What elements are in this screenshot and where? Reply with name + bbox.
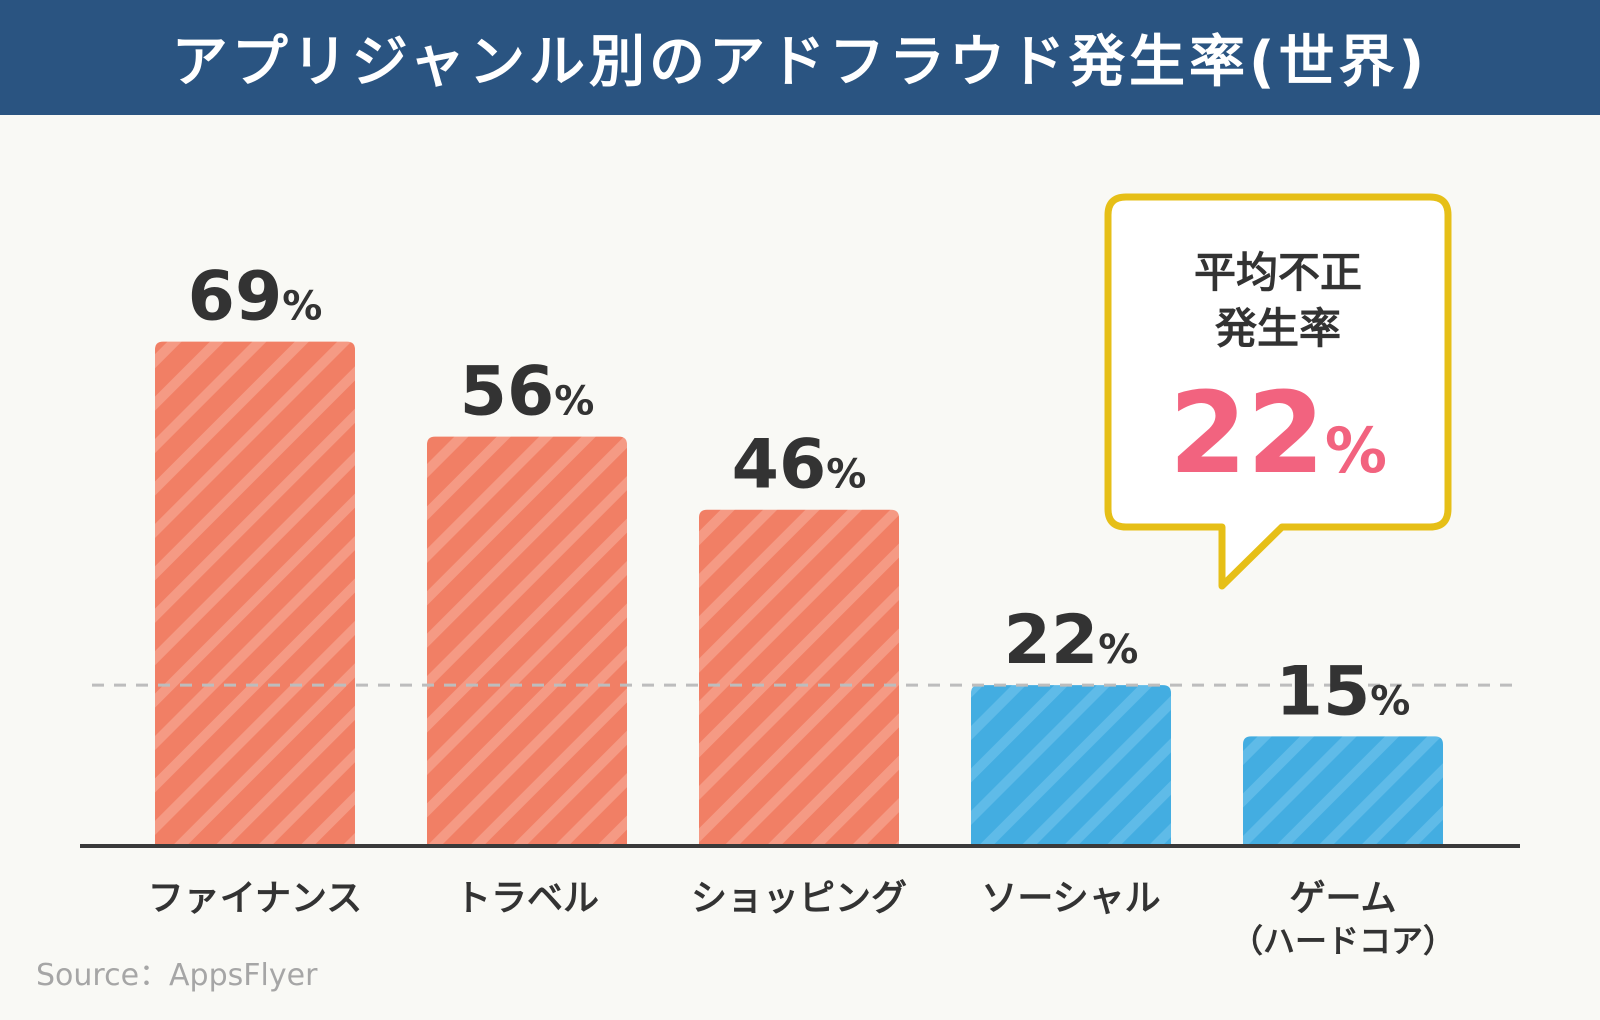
bar-3	[971, 685, 1171, 846]
category-label-4: ゲーム	[1290, 878, 1397, 919]
callout-value: 22%	[1169, 369, 1387, 499]
source-note: Source：AppsFlyer	[36, 958, 318, 993]
category-label-1: トラベル	[455, 878, 599, 919]
callout-bubble	[1104, 193, 1452, 590]
bar-1	[427, 436, 627, 846]
value-label-0: 69%	[188, 258, 323, 337]
chart-title: アプリジャンル別のアドフラウド発生率(世界)	[171, 30, 1429, 95]
value-label-3: 22%	[1004, 601, 1139, 680]
bar-2	[699, 509, 899, 846]
value-label-4: 15%	[1276, 652, 1411, 731]
category-sublabel-4: （ハードコア）	[1231, 922, 1455, 960]
category-label-2: ショッピング	[691, 878, 907, 919]
bar-0	[155, 341, 355, 846]
category-label-3: ソーシャル	[981, 878, 1160, 919]
value-label-2: 46%	[732, 426, 867, 505]
callout-label-line1: 平均不正	[1194, 248, 1362, 297]
value-label-1: 56%	[460, 353, 595, 432]
bars-layer	[80, 341, 1520, 848]
chart-header: アプリジャンル別のアドフラウド発生率(世界)	[0, 0, 1600, 115]
bar-4	[1243, 736, 1443, 846]
labels-layer: 69% ファイナンス 56% トラベル 46% ショッピング 22% ソーシャル 15% ゲーム（…	[148, 258, 1455, 960]
callout-label-line2: 発生率	[1215, 304, 1341, 353]
category-label-0: ファイナンス	[148, 878, 363, 919]
